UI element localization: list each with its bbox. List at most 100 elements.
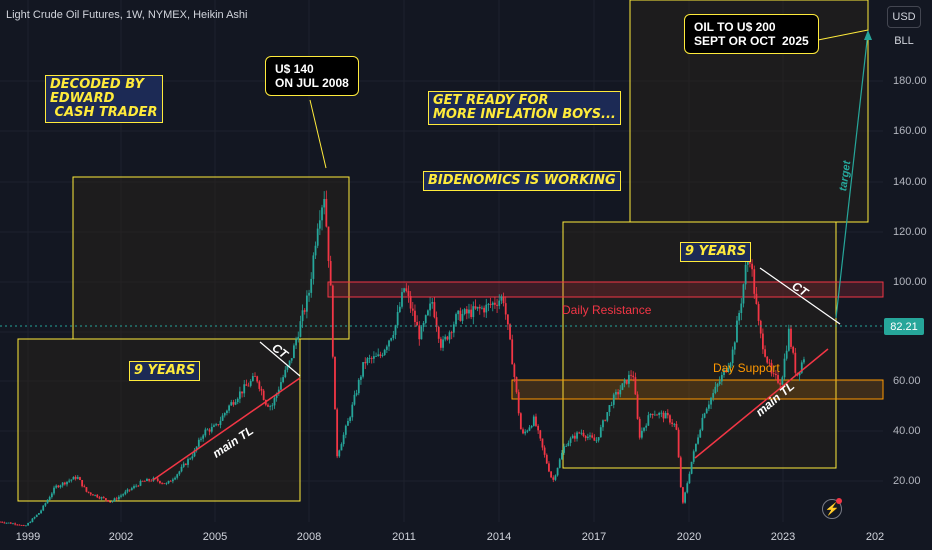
candle-body (589, 435, 591, 437)
candle-body (561, 452, 563, 460)
lightning-icon[interactable]: ⚡ (822, 499, 842, 519)
label-nine-years-left: 9 YEARS (129, 361, 201, 381)
candle-body (604, 420, 607, 422)
candle-body (260, 388, 263, 391)
candle-body (777, 375, 779, 383)
candle-body (630, 374, 632, 376)
y-tick: 100.00 (893, 276, 927, 288)
candle-body (370, 358, 373, 359)
candle-body (232, 402, 235, 405)
candle-body (14, 523, 17, 525)
candle-body (120, 495, 122, 497)
note-bidenomics: BIDENOMICS IS WORKING (423, 171, 621, 191)
candle-body (217, 424, 220, 426)
candle-body (602, 420, 604, 428)
candle-body (234, 402, 237, 405)
unit-selector[interactable]: BLL (894, 35, 914, 47)
candle-body (295, 339, 297, 346)
candle-body (677, 429, 680, 458)
candle-body (625, 379, 628, 384)
candle-body (301, 310, 304, 322)
candle-body (504, 303, 507, 315)
candle-body (25, 525, 27, 527)
candle-body (494, 302, 496, 305)
candle-body (463, 309, 466, 314)
candle-body (392, 334, 395, 339)
candle-body (671, 422, 674, 425)
candle-body (714, 386, 717, 394)
candle-body (174, 477, 176, 480)
candle-body (751, 263, 753, 270)
candle-body (146, 479, 148, 482)
candle-body (502, 296, 505, 304)
candle-body (608, 405, 611, 413)
candle-body (98, 497, 101, 499)
candle-body (357, 379, 360, 394)
candle-body (401, 292, 403, 307)
candle-body (556, 467, 559, 476)
counter-trendline-left (259, 341, 301, 377)
currency-selector[interactable]: USD (887, 6, 921, 28)
candle-body (35, 514, 38, 517)
candle-body (349, 417, 352, 421)
candle-body (478, 306, 481, 309)
candle-body (55, 485, 58, 488)
candle-body (720, 374, 723, 382)
candle-body (111, 501, 114, 502)
candle-body (465, 309, 468, 314)
candle-body (355, 393, 358, 395)
candle-body (362, 362, 364, 377)
candle-body (688, 473, 691, 484)
candle-body (57, 485, 60, 488)
x-tick: 2020 (676, 531, 702, 543)
candle-body (800, 362, 803, 373)
candle-body (770, 363, 773, 374)
candle-body (744, 264, 747, 285)
candle-body (541, 438, 544, 448)
candle-body (42, 505, 45, 511)
candle-body (383, 349, 386, 355)
candle-body (241, 391, 243, 394)
y-tick: 40.00 (893, 425, 921, 437)
candle-body (798, 372, 801, 376)
candle-body (727, 367, 730, 372)
candle-body (411, 308, 414, 311)
candle-body (135, 485, 138, 487)
candles (0, 190, 805, 527)
candle-body (468, 309, 470, 314)
candle-body (532, 416, 535, 426)
candle-body (439, 338, 442, 348)
candle-body (669, 415, 671, 423)
candle-body (50, 493, 53, 498)
candle-body (632, 375, 635, 378)
candle-body (74, 476, 77, 479)
candle-body (31, 518, 34, 523)
candle-body (338, 450, 341, 457)
candle-body (483, 307, 486, 313)
candle-body (61, 482, 64, 486)
candle-body (729, 363, 732, 368)
candle-body (653, 414, 656, 416)
candle-body (662, 412, 665, 419)
notification-dot (836, 498, 842, 504)
candle-body (712, 393, 715, 398)
callout-target: OIL TO U$ 200 SEPT OR OCT 2025 (684, 14, 819, 54)
candle-body (742, 284, 745, 304)
candle-body (476, 306, 479, 309)
candle-body (707, 404, 710, 409)
candle-body (83, 486, 86, 488)
candle-body (184, 463, 187, 465)
candle-body (779, 382, 782, 385)
y-tick: 20.00 (893, 475, 921, 487)
candle-body (487, 303, 490, 305)
candle-body (277, 389, 280, 394)
candle-body (271, 405, 274, 407)
candle-body (550, 471, 553, 478)
candle-body (736, 320, 738, 343)
candle-body (658, 412, 661, 416)
candle-body (576, 432, 578, 439)
candle-body (422, 322, 425, 327)
candle-body (215, 424, 218, 426)
candle-body (759, 320, 762, 334)
